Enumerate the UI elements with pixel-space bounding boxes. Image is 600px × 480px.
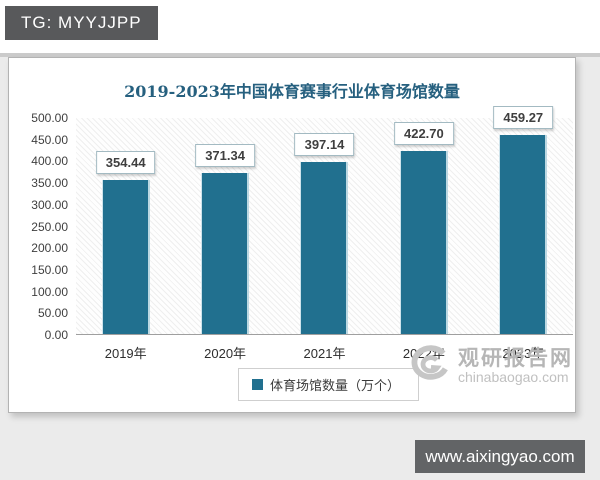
legend: 体育场馆数量（万个） xyxy=(238,368,420,401)
bar-group: 459.27 2023年 xyxy=(474,105,573,361)
value-label: 371.34 xyxy=(195,143,255,167)
x-axis-label: 2022年 xyxy=(402,346,445,361)
value-label: 397.14 xyxy=(294,132,355,156)
bar xyxy=(399,150,448,334)
legend-label: 体育场馆数量（万个） xyxy=(270,378,401,393)
value-label: 459.27 xyxy=(493,105,554,129)
bar-group: 397.14 2021年 xyxy=(275,118,374,361)
y-tick-label: 100.00 xyxy=(31,284,68,299)
y-tick-label: 350.00 xyxy=(31,176,68,191)
x-axis-label: 2023年 xyxy=(502,346,545,361)
x-axis-label: 2019年 xyxy=(104,346,147,361)
y-tick-label: 450.00 xyxy=(31,132,68,147)
bar xyxy=(499,134,548,334)
y-tick-label: 50.00 xyxy=(37,306,68,321)
bar xyxy=(101,180,150,334)
y-axis: 500.00 450.00 400.00 350.00 300.00 250.00 200.… xyxy=(9,111,68,342)
tg-badge: TG: MYYJJPP xyxy=(5,6,158,40)
y-tick-label: 300.00 xyxy=(31,197,68,212)
y-tick-label: 150.00 xyxy=(31,262,68,277)
chart-title: 2019-2023年中国体育赛事行业体育场馆数量 xyxy=(124,82,460,101)
bar-group: 371.34 2020年 xyxy=(175,118,274,361)
value-label: 354.44 xyxy=(95,151,156,175)
bar-group: 354.44 2019年 xyxy=(76,118,175,361)
legend-marker-icon xyxy=(252,379,263,390)
x-axis-label: 2021年 xyxy=(303,346,346,361)
watermark-domain: chinabaogao.com xyxy=(458,369,569,386)
y-tick-label: 200.00 xyxy=(31,241,68,256)
chart-panel: 2019-2023年中国体育赛事行业体育场馆数量 500.00 450.00 400… xyxy=(8,57,576,413)
y-tick-label: 250.00 xyxy=(31,219,68,234)
plot-area: 354.44 2019年 371.34 2020年 397.14 2021年 422.70 2… xyxy=(76,105,573,361)
x-axis-label: 2020年 xyxy=(204,346,247,361)
y-tick-label: 400.00 xyxy=(31,154,68,169)
bar xyxy=(201,172,250,334)
url-badge: www.aixingyao.com xyxy=(415,440,585,473)
y-tick-label: 500.00 xyxy=(31,111,68,125)
y-tick-label: 0.00 xyxy=(44,328,68,342)
bar xyxy=(300,161,349,334)
value-label: 422.70 xyxy=(393,121,454,145)
bar-group: 422.70 2022年 xyxy=(374,118,473,361)
